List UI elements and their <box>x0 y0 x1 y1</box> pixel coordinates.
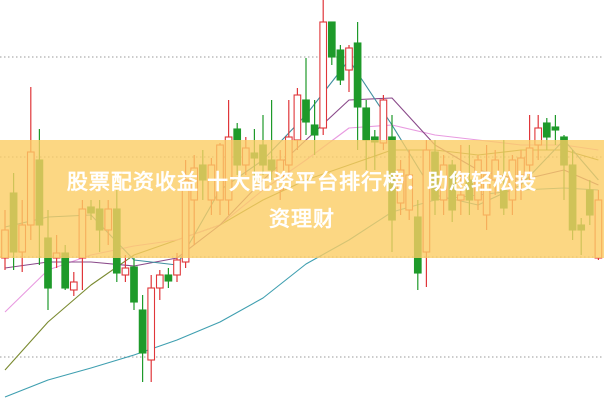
candle-body <box>147 287 156 361</box>
candle <box>147 275 156 382</box>
candle <box>138 295 147 382</box>
candle <box>121 255 130 282</box>
candle-body <box>130 266 138 303</box>
candle-body <box>319 21 328 129</box>
candle <box>302 58 310 135</box>
banner-title-line2: 资理财 <box>269 207 335 231</box>
candle-body <box>138 309 147 354</box>
candle-body <box>69 281 78 291</box>
candle-body <box>61 252 70 289</box>
candle <box>327 21 336 65</box>
candle-body <box>362 107 371 141</box>
banner-band <box>0 140 604 258</box>
candle-body <box>310 124 319 136</box>
candle-body <box>336 49 345 81</box>
candle-body <box>345 47 353 71</box>
candle-body <box>121 267 130 276</box>
candle <box>164 268 173 288</box>
candle-body <box>353 42 362 108</box>
candle-body <box>164 274 173 282</box>
candle-body <box>542 122 551 138</box>
candle <box>353 22 362 150</box>
candle-body <box>379 99 388 144</box>
candle-body <box>155 274 164 289</box>
candle <box>155 270 164 300</box>
candle-body <box>173 259 181 276</box>
candle <box>345 45 353 92</box>
candle-body <box>551 126 560 131</box>
candle <box>130 258 138 310</box>
candle-body <box>293 94 302 141</box>
candle <box>319 0 328 135</box>
banner-title-line1: 股票配资收益 十大配资平台排行榜：助您轻松投 <box>66 170 538 194</box>
banner-title: 股票配资收益 十大配资平台排行榜：助您轻松投 资理财 <box>0 164 604 238</box>
candle-body <box>302 99 310 123</box>
candle <box>336 45 345 85</box>
candle-body <box>327 21 336 58</box>
candle <box>69 272 78 296</box>
